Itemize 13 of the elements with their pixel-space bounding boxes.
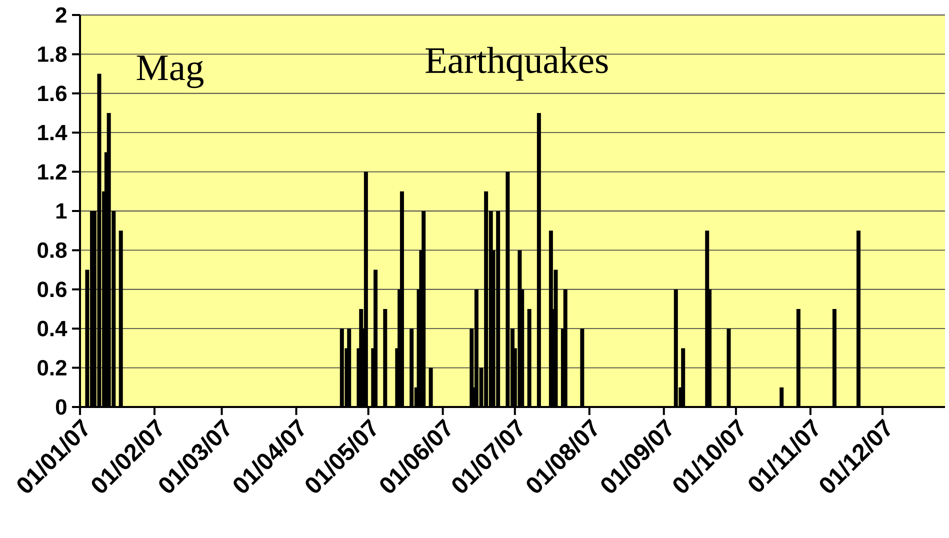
y-tick-label: 1.2 — [38, 164, 66, 180]
y-tick-label: 1.6 — [38, 86, 66, 102]
y-axis-title: Mag — [136, 56, 204, 88]
text: Earthquakes — [426, 46, 608, 81]
y-tick-label: 0.2 — [38, 360, 66, 376]
y-tick-label: 0.4 — [38, 320, 68, 336]
y-tick-label: 0.6 — [38, 282, 66, 298]
y-tick-label: 1.4 — [38, 125, 68, 140]
y-tick-label: 2 — [56, 7, 66, 23]
y-tick-label: 1 — [56, 203, 67, 219]
y-tick-label: 0 — [56, 399, 66, 415]
y-tick-label: 0.8 — [38, 242, 67, 258]
y-tick-label: 1.8 — [38, 46, 67, 62]
